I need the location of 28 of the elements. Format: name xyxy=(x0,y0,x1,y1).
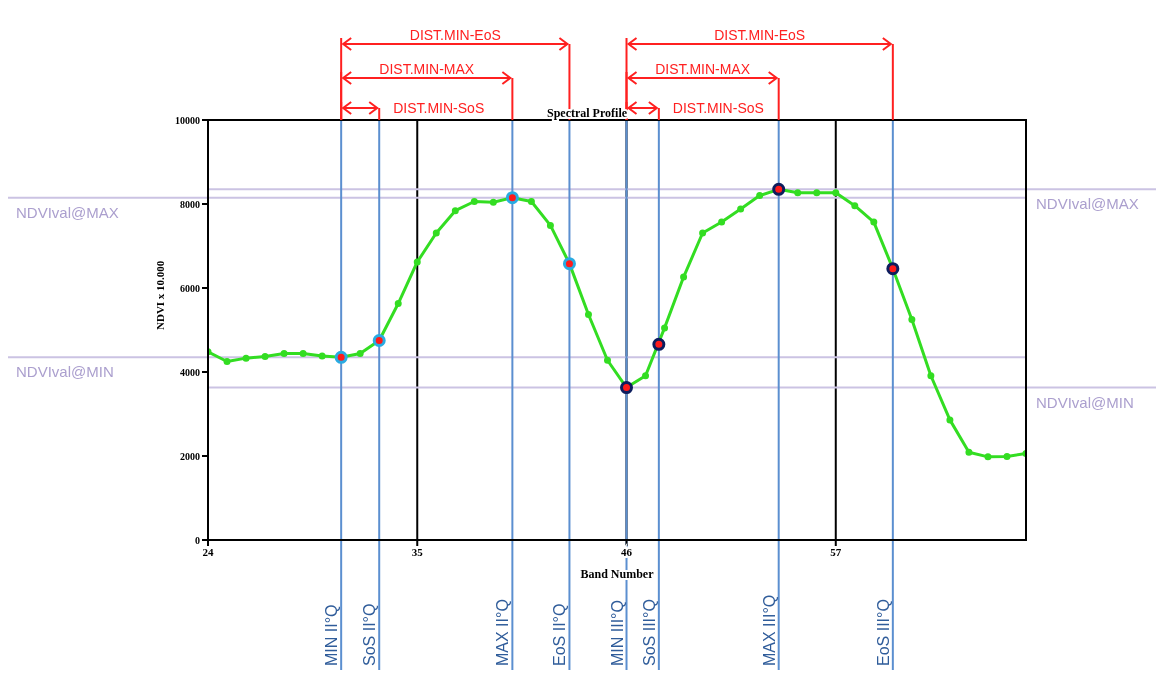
x-tick-label: 24 xyxy=(202,545,214,558)
y-tick-label: 10000 xyxy=(175,114,200,126)
x-tick-label: 57 xyxy=(830,545,842,558)
ref-line-label: SoS III°Q xyxy=(640,599,658,666)
ref-line-label: NDVIval@MIN xyxy=(16,363,114,381)
text: DIST.MIN-SoS xyxy=(672,100,764,116)
ref-line-label: MIN II°Q xyxy=(323,604,341,666)
ref-line-label: EoS III°Q xyxy=(874,599,892,666)
ref-line-label: NDVIval@MAX xyxy=(1036,195,1139,213)
y-tick-label: 8000 xyxy=(180,198,200,210)
ref-line-label: NDVIval@MAX xyxy=(16,203,119,221)
text: DIST.MIN-EoS xyxy=(714,27,806,43)
ref-line-label: NDVIval@MIN xyxy=(1036,393,1134,411)
y-tick-label: 2000 xyxy=(180,450,200,462)
text: DIST.MIN-MAX xyxy=(655,61,751,77)
ref-line-label: MIN III°Q xyxy=(608,600,626,666)
text: DIST.MIN-EoS xyxy=(409,27,501,43)
ref-line-label: MAX II°Q xyxy=(494,599,512,666)
y-axis-title: NDVI x 10.000 xyxy=(153,260,166,330)
ref-line-label: SoS II°Q xyxy=(361,603,379,666)
x-tick-label: 35 xyxy=(411,545,424,558)
text: DIST.MIN-SoS xyxy=(393,100,485,116)
ref-line-label: MAX III°Q xyxy=(760,594,778,666)
ref-line-label: EoS II°Q xyxy=(551,603,569,666)
y-tick-label: 4000 xyxy=(180,366,200,378)
y-tick-label: 6000 xyxy=(180,282,200,294)
y-tick-label: 0 xyxy=(195,534,200,546)
text: DIST.MIN-MAX xyxy=(379,61,475,77)
